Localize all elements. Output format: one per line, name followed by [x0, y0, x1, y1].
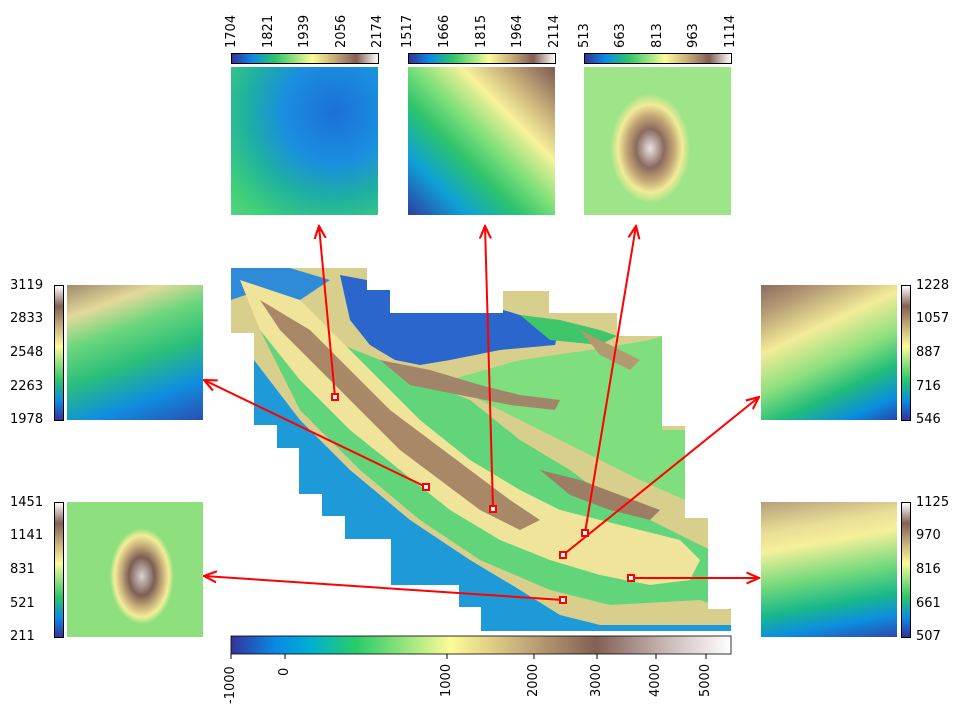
inset-tick: 816	[916, 562, 941, 577]
inset-tick: 1057	[916, 311, 950, 326]
inset-tick: 2833	[10, 311, 44, 326]
main-colorbar	[230, 635, 732, 655]
inset-top-right-colorbar	[584, 53, 732, 64]
main-colorbar-tick: 3000	[589, 663, 604, 697]
inset-top-mid-colorbar	[408, 53, 556, 64]
inset-tick: 1451	[10, 495, 44, 510]
inset-right-lower-colorbar	[901, 502, 911, 638]
inset-tick: 521	[10, 596, 35, 611]
location-markers	[331, 393, 635, 604]
inset-tick: 2114	[547, 14, 562, 48]
inset-tick: 211	[10, 629, 35, 644]
inset-tick: 661	[916, 596, 941, 611]
inset-tick: 2548	[10, 345, 44, 360]
inset-left-lower-colorbar	[54, 502, 64, 638]
main-colorbar-tick: 5000	[698, 663, 713, 697]
inset-right-upper-colorbar	[901, 285, 911, 421]
inset-tick: 2263	[10, 379, 44, 394]
inset-tick: 716	[916, 379, 941, 394]
main-colorbar-tick: -1000	[223, 666, 238, 704]
inset-tick: 507	[916, 629, 941, 644]
inset-left-upper	[67, 285, 203, 420]
inset-tick: 1114	[723, 14, 738, 48]
main-colorbar-tick: 1000	[439, 663, 454, 697]
inset-right-lower	[761, 502, 897, 637]
inset-top-mid	[408, 67, 555, 215]
inset-tick: 1978	[10, 412, 44, 427]
inset-tick: 887	[916, 345, 941, 360]
inset-tick: 970	[916, 528, 941, 543]
inset-tick: 1939	[297, 14, 312, 48]
inset-tick: 1704	[224, 14, 239, 48]
inset-tick: 3119	[10, 278, 44, 293]
inset-top-left-colorbar	[231, 53, 379, 64]
inset-tick: 1666	[437, 14, 452, 48]
inset-tick: 546	[916, 412, 941, 427]
main-colorbar-tick: 0	[277, 667, 292, 676]
inset-top-left	[231, 67, 378, 215]
connector-arrows	[204, 226, 759, 601]
inset-top-right	[584, 67, 731, 215]
inset-tick: 513	[577, 23, 592, 48]
inset-tick: 813	[650, 23, 665, 48]
inset-left-lower	[67, 502, 203, 637]
inset-tick: 1228	[916, 278, 950, 293]
inset-tick: 1517	[400, 14, 415, 48]
inset-tick: 963	[686, 23, 701, 48]
inset-tick: 1821	[261, 14, 276, 48]
inset-tick: 1964	[510, 14, 525, 48]
inset-left-upper-colorbar	[54, 285, 64, 421]
main-colorbar-tick: 2000	[526, 663, 541, 697]
main-colorbar-tick: 4000	[648, 663, 663, 697]
inset-right-upper	[761, 285, 897, 420]
inset-tick: 1125	[916, 495, 950, 510]
inset-tick: 663	[613, 23, 628, 48]
inset-tick: 2174	[370, 14, 385, 48]
inset-tick: 1815	[474, 14, 489, 48]
inset-tick: 831	[10, 562, 35, 577]
inset-tick: 2056	[334, 14, 349, 48]
inset-tick: 1141	[10, 528, 44, 543]
